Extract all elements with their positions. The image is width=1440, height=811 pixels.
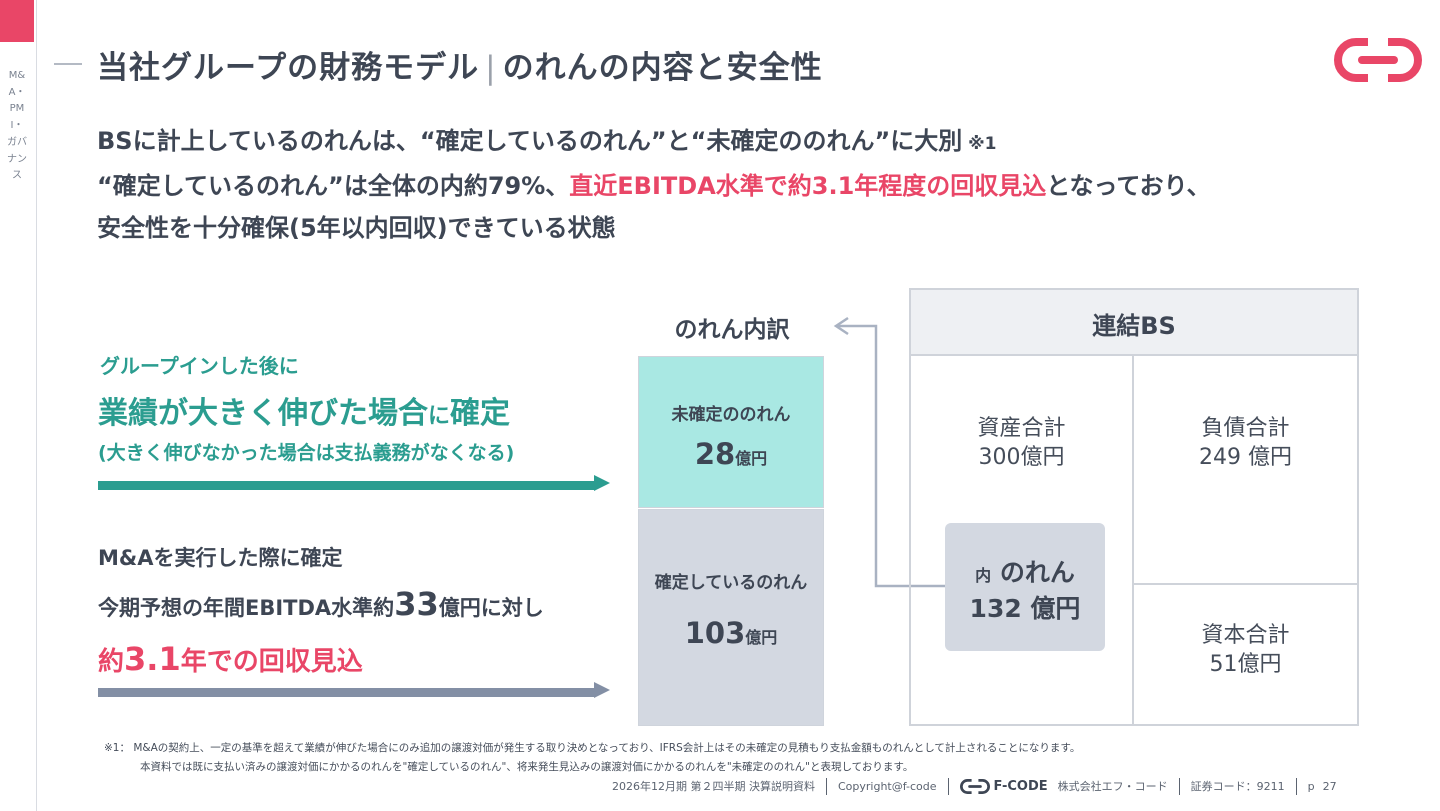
- footer-page-prefix: p: [1307, 779, 1315, 793]
- confirmed-explain-line-2: 今期予想の年間EBITDA水準約33億円に対し: [98, 585, 544, 623]
- bs-liabilities-cell: 負債合計 249 億円: [1134, 414, 1357, 472]
- f-code-logo-icon: [959, 778, 990, 794]
- footer: 2026年12月期 第２四半期 決算説明資料 Copyright@f-code …: [612, 776, 1337, 796]
- confirmed-goodwill-amount-number: 103: [684, 616, 746, 650]
- footer-company: 株式会社エフ・コード: [1057, 780, 1168, 793]
- consolidated-bs-table: [909, 288, 1359, 726]
- confirmed-explain-line-3-b: 年での回収見込: [180, 647, 363, 677]
- lead-statement: BSに計上しているのれんは、“確定しているのれん”と“未確定ののれん”に大別 ※…: [97, 120, 1387, 249]
- bs-goodwill-amount: 132 億円: [969, 594, 1081, 623]
- bs-equity-amount: 51億円: [1209, 652, 1282, 677]
- bs-liabilities-label: 負債合計: [1201, 416, 1290, 441]
- consolidated-bs-header: [911, 290, 1357, 356]
- footer-copyright: Copyright@f-code: [837, 779, 937, 793]
- unconfirmed-goodwill-amount-number: 28: [694, 437, 736, 471]
- bs-goodwill-prefix: 内: [975, 566, 992, 585]
- consolidated-bs-title: 連結BS: [1092, 312, 1176, 340]
- bs-goodwill-label-text: のれん: [999, 558, 1075, 587]
- bs-assets-label: 資産合計: [977, 416, 1066, 441]
- page-title-separator: |: [485, 50, 497, 86]
- bs-equity-cell: 資本合計 51億円: [1134, 621, 1357, 679]
- bs-assets-cell: 資産合計 300億円: [911, 414, 1132, 472]
- f-code-logo-icon: [1334, 38, 1422, 82]
- lead-line-2-highlight: 直近EBITDA水準で約3.1年程度の回収見込: [569, 172, 1047, 200]
- footer-page-number: 27: [1322, 779, 1337, 793]
- left-accent-block: [0, 0, 34, 42]
- breakdown-title: のれん内訳: [674, 317, 790, 343]
- unconfirmed-explain-main-b: 確定: [450, 396, 511, 431]
- footer-separator: [1295, 777, 1297, 795]
- lead-line-2-pre: “確定しているのれん”は全体の内約79%、: [97, 172, 570, 200]
- lead-footnote-marker: ※1: [962, 134, 997, 154]
- confirmed-explain-ebitda-number: 33: [394, 585, 439, 623]
- footer-brand: F-CODE: [993, 778, 1048, 794]
- footnote-2: 本資料では既に支払い済みの譲渡対価にかかるのれんを"確定しているのれん"、将来発…: [140, 761, 914, 773]
- confirmed-explain-line-1: M&Aを実行した際に確定: [98, 546, 343, 570]
- bs-vertical-divider: [1132, 356, 1134, 724]
- confirmed-explain-years-number: 3.1: [124, 640, 181, 678]
- footer-separator: [825, 777, 827, 795]
- unconfirmed-explain-main-mid: に: [428, 404, 451, 429]
- confirmed-goodwill-box: 確定しているのれん 103億円: [638, 509, 824, 726]
- unconfirmed-goodwill-amount-unit: 億円: [735, 449, 768, 468]
- lead-line-2-post: となっており、: [1046, 172, 1211, 200]
- unconfirmed-goodwill-box: 未確定ののれん 28億円: [638, 356, 824, 508]
- unconfirmed-explain-main-a: 業績が大きく伸びた場合: [98, 396, 428, 431]
- confirmed-explain-line-3-a: 約: [98, 647, 125, 677]
- unconfirmed-goodwill-amount: 28億円: [639, 437, 823, 471]
- confirmed-goodwill-amount: 103億円: [639, 616, 823, 650]
- gray-arrow-bar: [98, 688, 596, 697]
- page-title-sub: のれんの内容と安全性: [502, 50, 823, 86]
- unconfirmed-explain-lead: グループインした後に: [100, 354, 299, 378]
- left-band: [0, 0, 37, 811]
- bs-goodwill-label: 内 のれん: [945, 553, 1105, 589]
- vertical-section-label: M&A・PMI・ガバナンス: [7, 70, 27, 182]
- unconfirmed-goodwill-label: 未確定ののれん: [671, 405, 791, 425]
- bs-assets-amount: 300億円: [978, 445, 1065, 470]
- footer-logo: F-CODE: [959, 778, 1058, 795]
- confirmed-goodwill-label: 確定しているのれん: [654, 573, 808, 593]
- lead-line-2: “確定しているのれん”は全体の内約79%、直近EBITDA水準で約3.1年程度の…: [97, 165, 1387, 207]
- footer-stock-code: 証券コード：9211: [1190, 780, 1285, 793]
- unconfirmed-explain-main: 業績が大きく伸びた場合に確定: [98, 388, 510, 432]
- lead-line-1: BSに計上しているのれんは、“確定しているのれん”と“未確定ののれん”に大別 ※…: [97, 120, 1387, 165]
- footer-separator: [1178, 777, 1180, 795]
- page-title: 当社グループの財務モデル | のれんの内容と安全性: [97, 42, 823, 87]
- gray-arrow-head-icon: [594, 682, 610, 698]
- footer-separator: [947, 777, 949, 795]
- footnote-1: ※1： M&Aの契約上、一定の基準を超えて業績が伸びた場合にのみ追加の譲渡対価が…: [104, 742, 1081, 754]
- bs-liabilities-amount: 249 億円: [1199, 445, 1292, 470]
- bs-horizontal-divider: [1134, 583, 1357, 585]
- footer-document: 2026年12月期 第２四半期 決算説明資料: [612, 780, 815, 793]
- teal-arrow-head-icon: [594, 475, 610, 491]
- header-dash: [54, 63, 82, 65]
- bs-equity-label: 資本合計: [1201, 623, 1290, 648]
- confirmed-explain-line-2-a: 今期予想の年間EBITDA水準約: [98, 596, 395, 620]
- confirmed-explain-line-2-b: 億円に対し: [438, 596, 544, 620]
- lead-line-1-text: BSに計上しているのれんは、“確定しているのれん”と“未確定ののれん”に大別: [97, 127, 963, 155]
- confirmed-goodwill-amount-unit: 億円: [745, 628, 778, 647]
- lead-line-3: 安全性を十分確保(5年以内回収)できている状態: [97, 214, 616, 242]
- page-title-main: 当社グループの財務モデル: [97, 50, 480, 86]
- confirmed-explain-line-3: 約3.1年での回収見込: [98, 640, 363, 678]
- teal-arrow-bar: [98, 481, 596, 490]
- unconfirmed-explain-note: (大きく伸びなかった場合は支払義務がなくなる): [98, 442, 515, 464]
- bs-goodwill-box: [945, 523, 1105, 651]
